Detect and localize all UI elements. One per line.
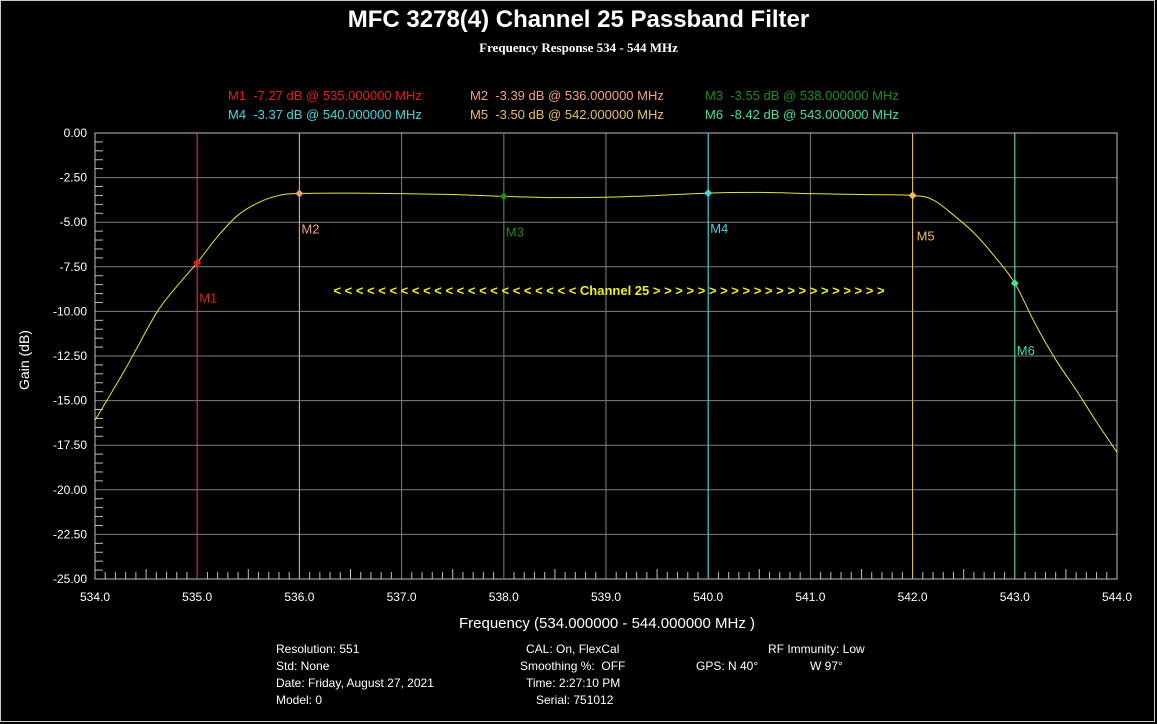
info-gps-lon: W 97° (810, 659, 843, 673)
x-tick-label: 534.0 (80, 590, 110, 604)
response-curve-series-0 (94, 191, 1118, 453)
marker-legend-m2: M2 -3.39 dB @ 536.000000 MHz (470, 88, 664, 103)
x-tick-label: 541.0 (795, 590, 825, 604)
info-gps-lat: GPS: N 40° (696, 659, 759, 673)
plot-border (94, 132, 1118, 580)
y-tick-label: -15.00 (53, 394, 87, 408)
x-tick-label: 543.0 (1000, 590, 1030, 604)
y-axis-label: Gain (dB) (16, 330, 32, 390)
marker-label-m6: M6 (1017, 343, 1035, 358)
y-tick-label: -17.50 (53, 438, 87, 452)
info-serial: Serial: 751012 (536, 693, 614, 707)
x-tick-label: 538.0 (489, 590, 519, 604)
channel-band-annotation: < < < < < < < < < < < < < < < < < < < < … (333, 283, 885, 298)
marker-label-m5: M5 (917, 228, 935, 243)
marker-point-m4 (704, 189, 713, 198)
x-tick-label: 535.0 (182, 590, 212, 604)
x-tick-label: 537.0 (387, 590, 417, 604)
marker-point-m2 (295, 189, 304, 198)
marker-legend-m3: M3 -3.55 dB @ 538.000000 MHz (705, 88, 899, 103)
y-tick-label: -22.50 (53, 527, 87, 541)
marker-point-m1 (193, 258, 202, 267)
marker-legend-m4: M4 -3.37 dB @ 540.000000 MHz (228, 107, 422, 122)
marker-legend-m1: M1 -7.27 dB @ 535.000000 MHz (228, 88, 422, 103)
marker-label-m2: M2 (301, 221, 319, 236)
x-tick-label: 540.0 (693, 590, 723, 604)
info-resolution: Resolution: 551 (276, 642, 360, 656)
y-tick-label: -10.00 (53, 304, 87, 318)
info-std: Std: None (276, 659, 330, 673)
y-tick-label: -5.00 (60, 215, 88, 229)
x-tick-label: 539.0 (591, 590, 621, 604)
info-date: Date: Friday, August 27, 2021 (276, 676, 434, 690)
y-tick-label: -7.50 (60, 260, 88, 274)
x-axis-label: Frequency (534.000000 - 544.000000 MHz ) (458, 615, 755, 632)
info-cal: CAL: On, FlexCal (526, 642, 620, 656)
info-time: Time: 2:27:10 PM (526, 676, 621, 690)
y-tick-label: -2.50 (60, 171, 88, 185)
marker-label-m4: M4 (710, 221, 728, 236)
x-tick-label: 542.0 (898, 590, 928, 604)
marker-label-m3: M3 (506, 224, 524, 239)
info-rf-immunity: RF Immunity: Low (768, 642, 865, 656)
chart-subtitle: Frequency Response 534 - 544 MHz (479, 40, 678, 55)
marker-label-m1: M1 (199, 291, 217, 306)
info-model: Model: 0 (276, 693, 323, 707)
marker-point-m3 (499, 192, 508, 201)
info-smoothing: Smoothing %: OFF (520, 659, 626, 673)
marker-legend-m6: M6 -8.42 dB @ 543.000000 MHz (705, 107, 899, 122)
y-tick-label: -20.00 (53, 483, 87, 497)
marker-legend-m5: M5 -3.50 dB @ 542.000000 MHz (470, 107, 664, 122)
y-tick-label: -25.00 (53, 572, 87, 586)
marker-point-m6 (1010, 279, 1019, 288)
marker-point-m5 (908, 191, 917, 200)
y-tick-label: 0.00 (64, 126, 88, 140)
x-tick-label: 544.0 (1102, 590, 1132, 604)
x-tick-label: 536.0 (284, 590, 314, 604)
chart-title: MFC 3278(4) Channel 25 Passband Filter (347, 6, 810, 33)
y-tick-label: -12.50 (53, 349, 87, 363)
